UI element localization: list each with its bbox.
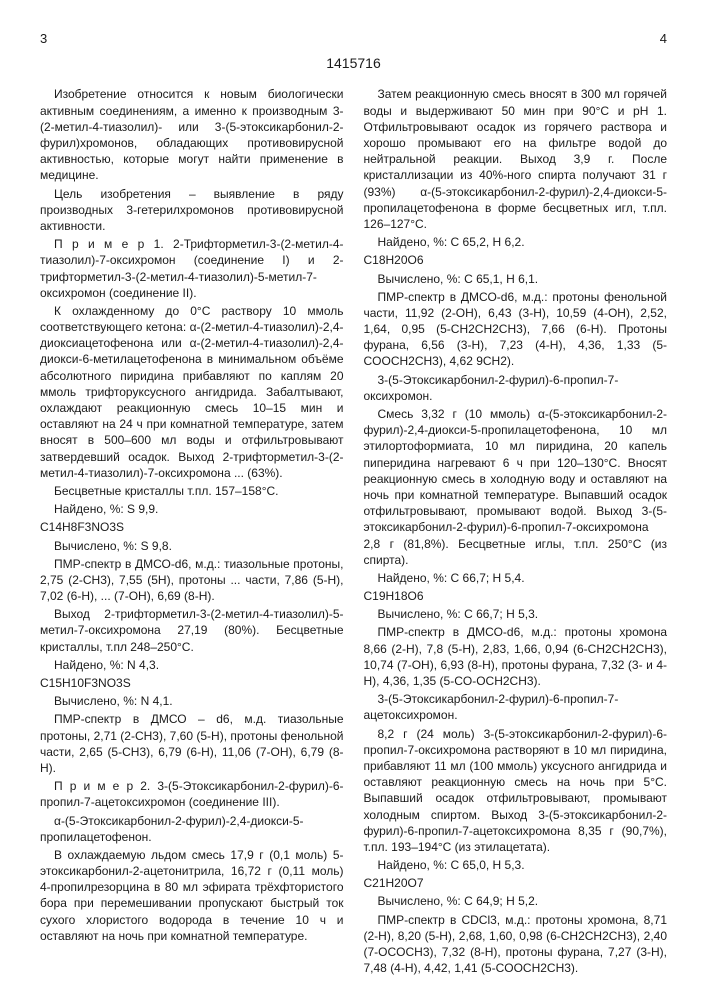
paragraph: Выход 2-трифторметил-3-(2-метил-4-тиазол… bbox=[40, 606, 344, 655]
column-left: Изобретение относится к новым биологичес… bbox=[40, 86, 344, 978]
paragraph: Смесь 3,32 г (10 ммоль) α-(5-этоксикарбо… bbox=[364, 406, 668, 568]
paragraph: Вычислено, %: C 64,9; H 5,2. bbox=[364, 893, 668, 909]
paragraph: ПМР-спектр в ДМСО-d6, м.д.: протоны фено… bbox=[364, 289, 668, 370]
paragraph: П р и м е р 1. 2-Трифторметил-3-(2-метил… bbox=[40, 236, 344, 301]
paragraph: α-(5-Этоксикарбонил-2-фурил)-2,4-диокси-… bbox=[40, 813, 344, 845]
paragraph: Изобретение относится к новым биологичес… bbox=[40, 86, 344, 183]
formula-line: C19H18O6 bbox=[364, 588, 668, 604]
page-number-left: 3 bbox=[40, 30, 47, 48]
paragraph: Найдено, %: N 4,3. bbox=[40, 657, 344, 673]
text-columns: Изобретение относится к новым биологичес… bbox=[40, 86, 667, 978]
paragraph: В охлаждаемую льдом смесь 17,9 г (0,1 мо… bbox=[40, 847, 344, 944]
paragraph: Найдено, %: C 66,7; H 5,4. bbox=[364, 570, 668, 586]
formula-line: C18H20O6 bbox=[364, 252, 668, 268]
paragraph: Цель изобретения – выявление в ряду прои… bbox=[40, 186, 344, 235]
formula-line: C21H20O7 bbox=[364, 875, 668, 891]
paragraph: 3-(5-Этоксикарбонил-2-фурил)-6-пропил-7-… bbox=[364, 372, 668, 404]
paragraph: 8,2 г (24 моль) 3-(5-этоксикарбонил-2-фу… bbox=[364, 726, 668, 856]
paragraph: Бесцветные кристаллы т.пл. 157–158°С. bbox=[40, 483, 344, 499]
paragraph: К охлажденному до 0°С раствору 10 ммоль … bbox=[40, 303, 344, 481]
paragraph: Вычислено, %: S 9,8. bbox=[40, 538, 344, 554]
paragraph: Найдено, %: С 65,2, Н 6,2. bbox=[364, 234, 668, 250]
paragraph: Вычислено, %: C 65,1, H 6,1. bbox=[364, 271, 668, 287]
paragraph: Найдено, %: C 65,0, H 5,3. bbox=[364, 857, 668, 873]
paragraph: П р и м е р 2. 3-(5-Этоксикарбонил-2-фур… bbox=[40, 778, 344, 810]
paragraph: Вычислено, %: N 4,1. bbox=[40, 693, 344, 709]
paragraph: ПМР-спектр в CDCl3, м.д.: протоны хромон… bbox=[364, 912, 668, 977]
paragraph: ПМР-спектр в ДМСО-d6, м.д.: тиазольные п… bbox=[40, 556, 344, 605]
paragraph: Найдено, %: S 9,9. bbox=[40, 501, 344, 517]
document-number: 1415716 bbox=[40, 54, 667, 73]
paragraph: 3-(5-Этоксикарбонил-2-фурил)-6-пропил-7-… bbox=[364, 691, 668, 723]
paragraph: ПМР-спектр в ДМСО – d6, м.д. тиазольные … bbox=[40, 711, 344, 776]
page-number-right: 4 bbox=[660, 30, 667, 48]
formula-line: C15H10F3NO3S bbox=[40, 675, 344, 691]
paragraph: Вычислено, %: C 66,7; H 5,3. bbox=[364, 606, 668, 622]
formula-line: C14H8F3NO3S bbox=[40, 519, 344, 535]
paragraph: ПМР-спектр в ДМСО-d6, м.д.: протоны хром… bbox=[364, 624, 668, 689]
column-right: Затем реакционную смесь вносят в 300 мл … bbox=[364, 86, 668, 978]
paragraph: Затем реакционную смесь вносят в 300 мл … bbox=[364, 86, 668, 232]
